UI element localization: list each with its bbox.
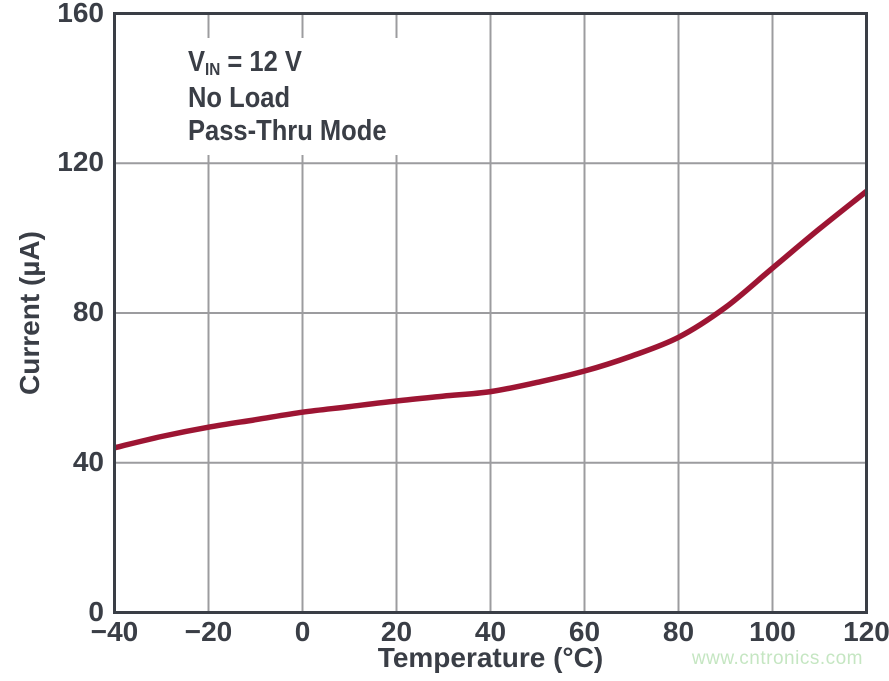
x-tick-label: 100 (749, 616, 796, 647)
x-tick-label: 20 (380, 616, 413, 647)
vin-symbol: V (188, 46, 206, 78)
y-tick-label: 40 (72, 445, 104, 477)
x-tick-label: −20 (184, 616, 233, 647)
annotation-box: VIN = 12 V No Load Pass-Thru Mode (180, 38, 422, 155)
x-tick-label: 60 (568, 616, 601, 647)
x-tick-label: 80 (662, 616, 695, 647)
x-tick-label: 0 (294, 616, 311, 647)
plot-frame (113, 12, 868, 614)
annotation-line-passthru: Pass-Thru Mode (188, 115, 387, 147)
data-series-quiescent-current (113, 189, 869, 451)
vin-value: = 12 V (220, 46, 302, 78)
x-tick-label: 120 (843, 616, 889, 647)
x-tick-label: −40 (90, 616, 139, 647)
x-axis-title: Temperature (°C) (377, 642, 604, 673)
vin-subscript: IN (205, 58, 221, 79)
y-tick-label: 0 (88, 595, 104, 627)
annotation-line-vin: VIN = 12 V (188, 46, 387, 82)
y-axis-title-text: Current (µA) (14, 231, 45, 395)
annotation-line-noload: No Load (188, 82, 291, 114)
y-tick-label: 120 (57, 146, 104, 178)
x-tick-label: 40 (474, 616, 507, 647)
watermark: www.cntronics.com (691, 648, 863, 669)
y-tick-label: 160 (57, 0, 104, 28)
y-tick-label: 80 (72, 296, 104, 327)
